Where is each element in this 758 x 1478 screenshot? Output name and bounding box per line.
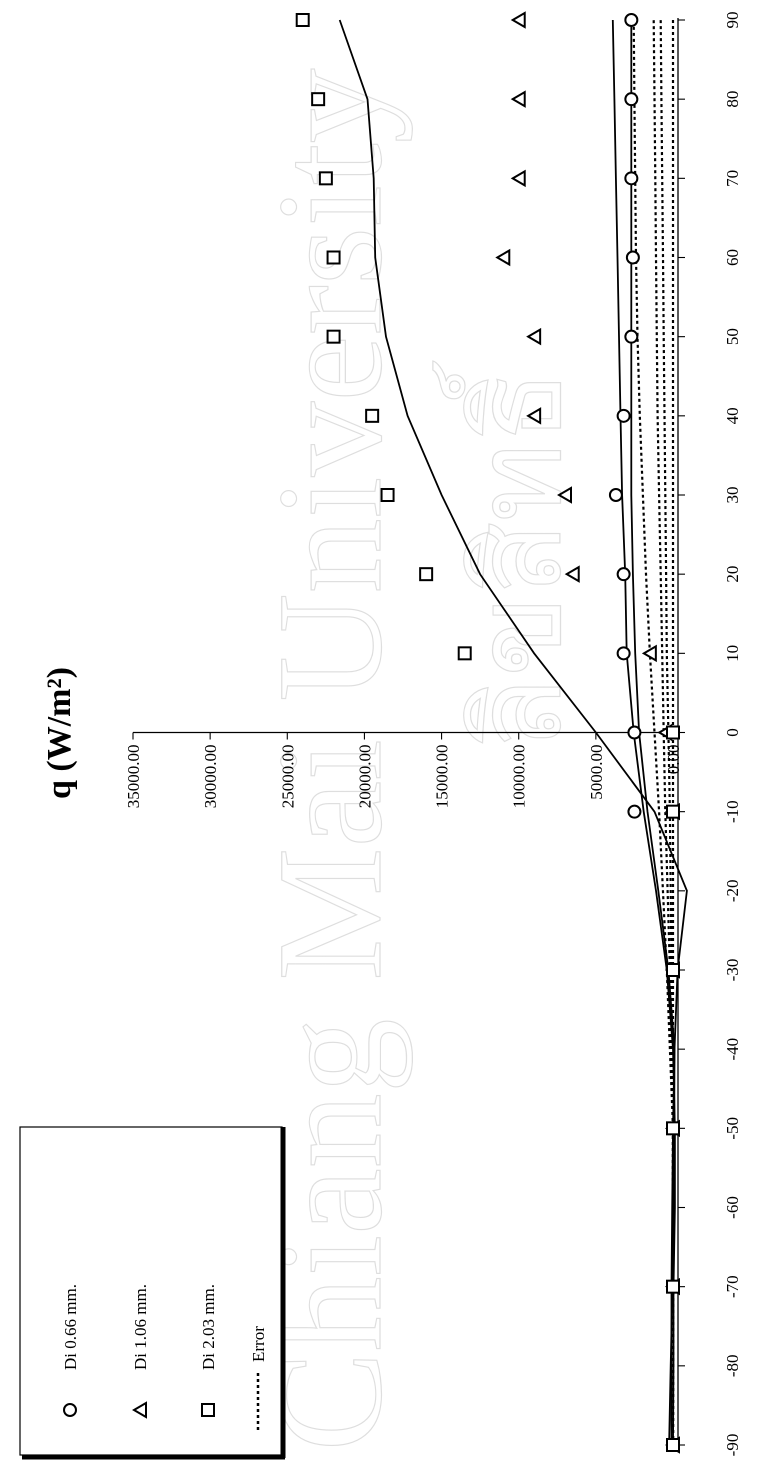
circle-point [608,488,623,502]
circle-point [624,92,639,107]
legend-label: Di 1.06 mm. [131,1284,150,1370]
triangle-point [510,90,526,108]
triangle-point [495,248,511,267]
square-point [318,171,333,186]
angle-tick-label: -40 [723,1038,742,1061]
legend: Di 0.66 mm. Di 1.06 mm. Di 2.03 mm. Error [19,1126,286,1460]
square-point [295,13,310,27]
series-markers [295,11,680,1454]
q-tick-label: 35000.00 [124,745,143,809]
triangle-point [641,644,657,663]
q-tick-label: 10000.00 [510,745,529,809]
angle-tick-label: 60 [723,249,742,266]
circle-point [625,250,640,265]
triangle-point [510,169,526,188]
angle-tick-label: 70 [723,170,742,187]
fit-curve [338,19,688,1445]
circle-point [627,804,642,819]
angle-tick-label: 20 [723,566,742,583]
svg-text:ลิขสิทธิ์: ลิขสิทธิ์ [432,361,586,751]
angle-tick-label: 10 [723,645,742,662]
square-point [326,329,341,344]
q-tick-label: 25000.00 [278,745,297,809]
circle-point [627,725,642,740]
square-point [666,804,680,819]
legend-square-swatch [201,1403,215,1417]
q-tick-label: 30000.00 [201,745,220,809]
angle-tick-label: 30 [723,487,742,504]
square-point [457,646,472,661]
q-tick-label: 0.00 [664,745,683,775]
angle-tick-label: -70 [723,1275,742,1298]
square-point [326,250,341,265]
error-curve [632,19,675,1445]
angle-tick-label: 0 [723,728,742,737]
square-point [666,1121,680,1136]
triangle-point [557,486,572,504]
square-point [666,1438,680,1452]
circle-point [616,408,631,423]
legend-label: Di 2.03 mm. [199,1284,218,1370]
legend-triangle-swatch [132,1401,147,1419]
angle-tick-label: 50 [723,328,742,345]
angle-tick-label: -60 [723,1196,742,1219]
q-tick-label: 5000.00 [587,745,606,800]
triangle-point [564,565,580,583]
square-point [380,488,395,502]
angle-tick-label: 80 [723,91,742,108]
watermark: Chiang Mai University ลิขสิทธิ์ [246,68,586,1452]
square-point [365,408,380,423]
square-point [419,567,434,582]
square-point [311,92,326,107]
angle-tick-label: -90 [723,1434,742,1457]
circle-point [616,646,631,661]
triangle-point [526,327,542,346]
angle-tick-label: -20 [723,879,742,902]
square-point [666,725,680,740]
angle-tick-label: -10 [723,800,742,823]
angle-tick-label: 90 [723,12,742,29]
square-point [666,963,680,977]
legend-label: Error [249,1326,268,1362]
angle-tick-label: -30 [723,959,742,982]
triangle-point [526,407,542,425]
angle-tick-label: -50 [723,1117,742,1140]
legend-circle-swatch [63,1403,77,1417]
angle-tick-label: 40 [723,407,742,424]
circle-point [624,329,639,344]
circle-point [624,13,639,27]
triangle-point [510,11,526,29]
circle-point [616,567,631,582]
circle-point [624,171,639,186]
q-axis-title: q (W/m²) [41,667,78,799]
legend-box [19,1126,283,1456]
q-tick-label: 15000.00 [433,745,452,809]
axis-labels: 0.00 5000.00 10000.00 15000.00 20000.00 25000… [41,12,742,1457]
legend-label: Di 0.66 mm. [61,1284,80,1370]
square-point [666,1279,680,1294]
angle-tick-label: -80 [723,1354,742,1377]
q-tick-label: 20000.00 [355,745,374,809]
